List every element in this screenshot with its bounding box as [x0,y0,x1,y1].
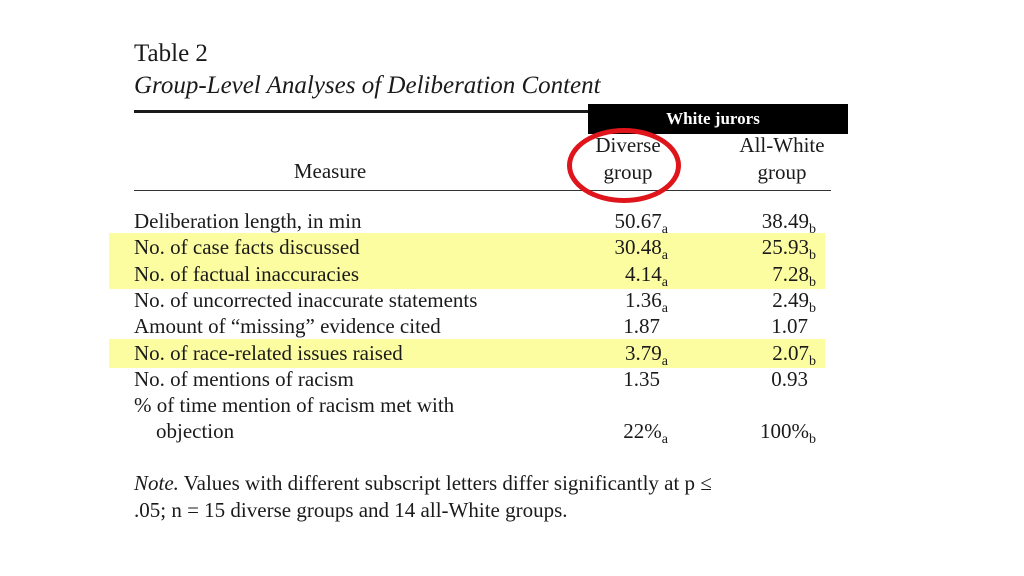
row-measure: No. of race-related issues raised [134,341,403,365]
row-allwhite-subscript: b [809,301,816,316]
row-allwhite-value: 2.07b [772,340,816,369]
row-diverse-value: 1.87 [623,313,668,339]
row-measure: Deliberation length, in min [134,209,362,233]
row-allwhite-value: 2.49b [772,287,816,316]
header-measure: Measure [270,158,390,185]
row-diverse-number: 1.36 [625,288,662,312]
row-diverse-subscript: a [661,301,668,316]
row-highlight [109,233,825,262]
row-allwhite-subscript: b [809,354,816,369]
row-allwhite-value: 38.49b [761,208,816,237]
row-allwhite-number: 2.07 [772,341,809,365]
row-diverse-number: 30.48 [614,235,662,259]
diverse-group-circle-annotation [567,128,681,203]
row-diverse-value: 22%a [623,418,668,447]
note-text-line1: Values with different subscript letters … [183,471,712,495]
table-row: No. of mentions of racism 1.35 0.93 [134,366,834,392]
row-allwhite-number: 0.93 [771,367,808,391]
row-diverse-subscript: a [661,248,668,263]
row-diverse-number: 4.14 [625,262,662,286]
row-diverse-value: 50.67a [614,208,668,237]
row-allwhite-number: 7.28 [772,262,809,286]
row-diverse-subscript: a [661,354,668,369]
header-allwhite-group: All-White group [722,132,842,186]
row-diverse-number: 3.79 [625,341,662,365]
table-title: Group-Level Analyses of Deliberation Con… [134,72,601,99]
row-allwhite-value: 100%b [760,418,816,447]
row-allwhite-value: 0.93 [771,366,816,392]
note-label: Note. [134,471,179,495]
header-rule [134,190,831,191]
row-measure: % of time mention of racism met with [134,393,455,417]
row-diverse-number: 22% [623,419,662,443]
row-allwhite-number: 1.07 [771,314,808,338]
row-diverse-value: 1.36a [625,287,668,316]
row-allwhite-number: 2.49 [772,288,809,312]
row-diverse-value: 1.35 [623,366,668,392]
row-allwhite-number: 25.93 [761,235,809,259]
table-row: No. of factual inaccuracies 4.14a 7.28b [134,261,834,290]
row-allwhite-subscript: b [809,432,816,447]
table-row: Amount of “missing” evidence cited 1.87 1.… [134,313,834,339]
table-label: Table 2 [134,40,208,67]
row-diverse-number: 1.35 [623,367,660,391]
row-allwhite-value: 1.07 [771,313,816,339]
row-diverse-value: 30.48a [614,234,668,263]
header-allwhite-line1: All-White [739,133,825,157]
table-row: Deliberation length, in min 50.67a 38.49b [134,208,834,237]
row-measure: No. of mentions of racism [134,367,354,391]
table-row: No. of case facts discussed 30.48a 25.93b [134,234,834,263]
row-measure: No. of uncorrected inaccurate statements [134,288,478,312]
row-diverse-value [660,392,668,418]
row-measure: No. of factual inaccuracies [134,262,360,286]
table-row: No. of race-related issues raised 3.79a 2.… [134,340,834,369]
note-text-line2: .05; n = 15 diverse groups and 14 all-Wh… [134,498,568,522]
row-allwhite-value [808,392,816,418]
row-measure: Amount of “missing” evidence cited [134,314,441,338]
row-diverse-number: 50.67 [614,209,662,233]
row-allwhite-subscript: b [809,222,816,237]
row-diverse-subscript: a [661,432,668,447]
note-line1: Note. Values with different subscript le… [134,470,834,497]
row-measure: No. of case facts discussed [134,235,360,259]
row-allwhite-subscript: b [809,275,816,290]
top-rule [134,110,831,113]
row-allwhite-number: 38.49 [761,209,809,233]
row-highlight [109,339,825,368]
row-allwhite-subscript: b [809,248,816,263]
table-row: No. of uncorrected inaccurate statements… [134,287,834,316]
row-highlight [109,260,825,289]
row-diverse-subscript: a [661,275,668,290]
table-row: % of time mention of racism met with [134,392,834,418]
header-measure-label: Measure [293,159,367,183]
table-row: objection 22%a 100%b [134,418,834,447]
row-diverse-number: 1.87 [623,314,660,338]
row-allwhite-value: 25.93b [761,234,816,263]
row-diverse-subscript: a [661,222,668,237]
row-diverse-value: 4.14a [625,261,668,290]
row-measure: objection [156,419,235,443]
row-diverse-value: 3.79a [625,340,668,369]
row-allwhite-number: 100% [760,419,809,443]
table-note: Note. Values with different subscript le… [134,470,834,524]
row-allwhite-value: 7.28b [772,261,816,290]
header-allwhite-line2: group [757,160,807,184]
